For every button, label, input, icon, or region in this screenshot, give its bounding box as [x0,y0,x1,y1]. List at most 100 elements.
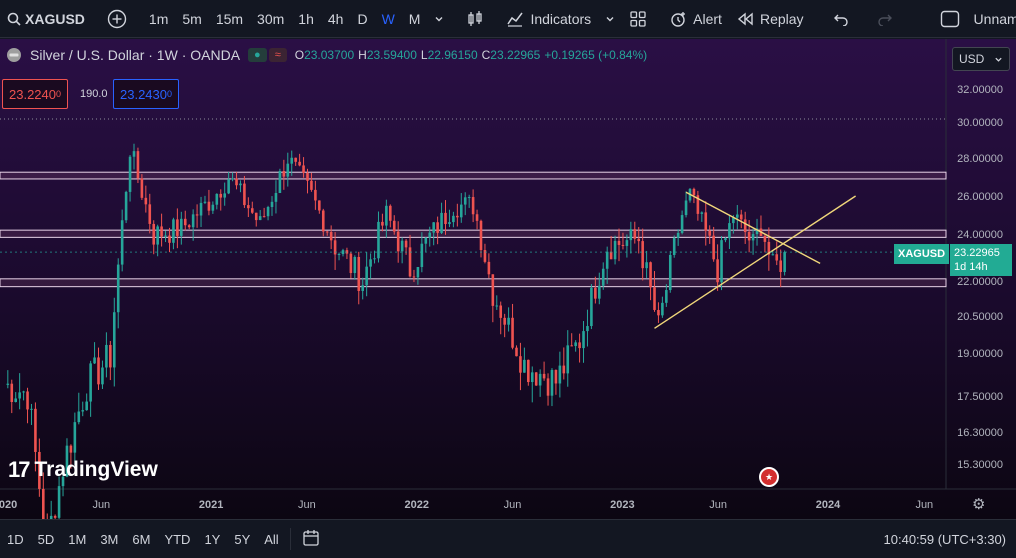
chart-title: Silver / U.S. Dollar · 1W · OANDA [30,47,241,63]
price-chart[interactable]: 32.00000 30.00000 28.00000 26.00000 24.00000… [0,39,1016,519]
range-1Y[interactable]: 1Y [204,531,221,547]
market-status-badge[interactable]: ● [248,48,267,62]
candle-body [392,220,396,232]
currency-select[interactable]: USD [952,47,1010,71]
interval-15m[interactable]: 15m [215,10,244,27]
alert-label: Alert [693,10,722,27]
interval-group: 1m 5m 15m 30m 1h 4h D W M [142,0,428,38]
range-5D[interactable]: 5D [37,531,55,547]
buy-button[interactable]: 23.2430 0 [113,79,180,109]
candle-body [235,178,238,186]
candle-body [538,373,542,386]
candle-body [491,274,495,306]
candle-body [637,238,641,242]
x-axis-tick-label: 2022 [405,499,429,511]
interval-30m[interactable]: 30m [257,10,285,27]
candle-body [728,223,731,239]
candle-body [767,241,771,255]
indicators-dropdown-button[interactable] [598,0,622,38]
templates-button[interactable] [622,0,654,38]
candle-body [641,241,644,269]
low-label: L [420,48,428,62]
candle-body [89,363,92,402]
candle-body [93,357,96,364]
y-axis-tick-label: 32.00000 [957,84,1003,96]
compare-button[interactable] [100,0,134,38]
us-flag-event-icon[interactable]: ★ [759,467,779,487]
candle-body [601,268,605,286]
candle-body [207,201,211,211]
candle-body [594,287,597,299]
divider [289,528,291,550]
candle-body [554,369,558,384]
alert-button[interactable]: Alert [662,0,729,38]
candle-body [160,226,163,237]
symbol-search[interactable]: XAGUSD [0,0,92,38]
interval-W[interactable]: W [381,10,395,27]
candle-body [665,290,668,303]
interval-D[interactable]: D [357,10,368,27]
candle-body [191,214,195,228]
candle-body [574,342,577,347]
replay-button[interactable]: Replay [729,0,811,38]
data-status-badge[interactable]: ≈ [268,48,287,62]
interval-4h[interactable]: 4h [327,10,344,27]
candle-body [81,410,85,412]
candle-body [617,240,621,245]
go-to-date-button[interactable] [295,529,327,550]
candle-body [672,237,676,255]
layout-menu-button[interactable]: Unnamed [933,0,1016,38]
candle-body [743,219,747,233]
sell-button[interactable]: 23.2240 0 [2,79,69,109]
candle-body [381,221,384,226]
last-price-value: 23.22965 [954,247,1000,259]
chart-type-button[interactable] [459,0,491,38]
y-axis-tick-label: 28.00000 [957,153,1003,165]
candle-body [231,178,234,180]
tradingview-logo[interactable]: 17 TradingView [8,457,158,483]
candle-body [779,260,782,272]
candle-body [621,244,625,246]
redo-button[interactable] [863,0,907,38]
candle-body [6,383,10,385]
candle-body [124,191,128,221]
candle-body [487,261,491,275]
candle-body [341,250,345,255]
range-1D[interactable]: 1D [7,531,24,547]
range-All[interactable]: All [264,531,279,547]
range-YTD[interactable]: YTD [164,531,191,547]
range-6M[interactable]: 6M [132,531,151,547]
interval-1m[interactable]: 1m [148,10,169,27]
candle-body [42,488,45,519]
undo-button[interactable] [819,0,863,38]
indicators-button[interactable]: Indicators [499,0,598,38]
x-axis-tick-label: Jun [298,499,316,511]
interval-1h[interactable]: 1h [298,10,314,27]
chevron-down-icon [435,16,443,21]
candle-body [452,215,455,223]
gear-icon[interactable]: ⚙ [972,496,986,513]
candle-body [164,235,167,237]
candle-body [408,247,412,277]
range-1M[interactable]: 1M [68,531,87,547]
chart-area[interactable]: 32.00000 30.00000 28.00000 26.00000 24.00000… [0,39,1016,519]
range-5Y[interactable]: 5Y [234,531,251,547]
close-value: 23.22965 [490,48,541,62]
candle-body [10,383,14,402]
y-axis-tick-label: 24.00000 [957,229,1003,241]
candle-body [503,317,506,325]
clock[interactable]: 10:40:59 (UTC+3:30) [883,532,1006,547]
candle-body [448,222,451,225]
interval-5m[interactable]: 5m [182,10,202,27]
candle-body [357,256,361,291]
candle-body [140,178,144,198]
candle-body [712,235,715,260]
candle-body [254,212,258,221]
interval-dropdown-button[interactable] [427,0,451,38]
range-3M[interactable]: 3M [100,531,119,547]
buy-price-sup: 0 [167,89,173,99]
candle-body [716,259,719,283]
interval-M[interactable]: M [408,10,421,27]
candle-body [708,230,712,236]
candle-body [412,276,416,278]
